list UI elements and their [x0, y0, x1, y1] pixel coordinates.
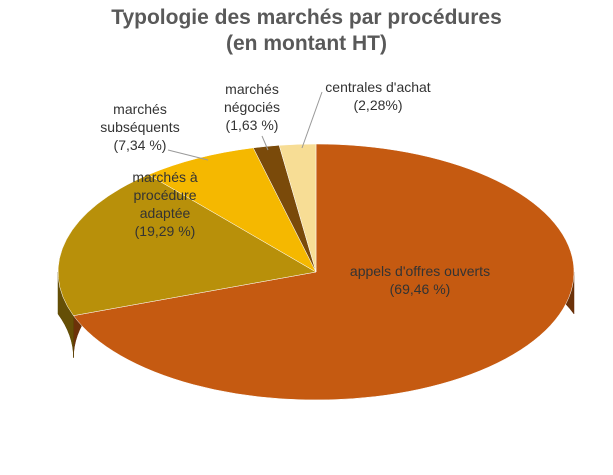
- chart-subtitle: (en montant HT): [226, 32, 387, 55]
- slice-label: marchés subséquents (7,34 %): [95, 100, 185, 154]
- pie-slice: [147, 147, 317, 273]
- slice-label: centrales d'achat (2,28%): [313, 78, 443, 114]
- value-label: (1,63 %): [225, 117, 279, 133]
- category-name: centrales d'achat: [325, 79, 431, 95]
- category-name: marchés subséquents: [100, 101, 180, 135]
- leader-line: [167, 149, 209, 161]
- leader-line: [261, 135, 269, 151]
- slice-label: marchés négociés (1,63 %): [217, 80, 287, 134]
- category-name: marchés négociés: [223, 81, 281, 115]
- category-name: appels d'offres ouverts: [349, 263, 491, 279]
- pie-slice: [278, 143, 317, 273]
- value-label: (7,34 %): [113, 137, 167, 153]
- value-label: (19,29 %): [134, 223, 196, 239]
- slice-label: marchés à procédure adaptée (19,29 %): [115, 168, 215, 240]
- leader-line: [301, 91, 323, 149]
- pie-slice: [57, 174, 317, 316]
- pie-slice: [73, 143, 575, 401]
- value-label: (69,46 %): [389, 281, 451, 297]
- value-label: (2,28%): [353, 97, 403, 113]
- category-name: marchés à procédure adaptée: [132, 169, 198, 221]
- chart-title: Typologie des marchés par procédures: [111, 6, 502, 29]
- slice-label: appels d'offres ouverts (69,46 %): [345, 262, 495, 298]
